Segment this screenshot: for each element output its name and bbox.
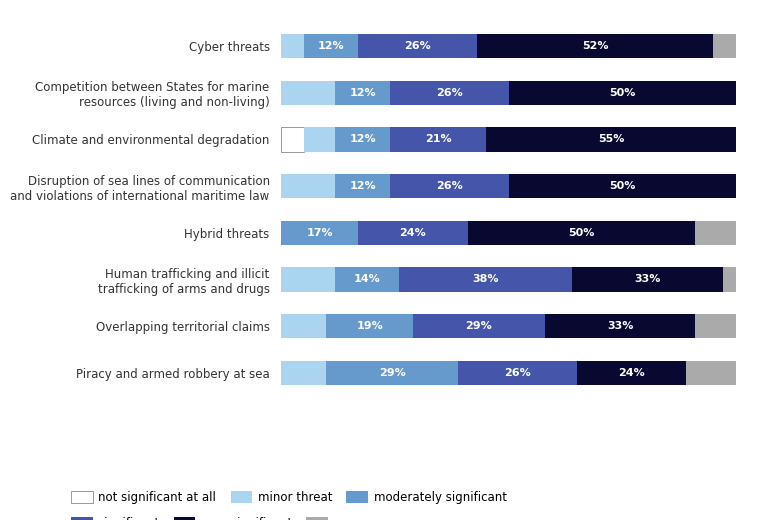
Bar xyxy=(723,267,736,292)
Bar xyxy=(572,267,723,292)
Text: 12%: 12% xyxy=(349,134,376,145)
Bar xyxy=(390,127,486,151)
Text: 50%: 50% xyxy=(568,228,594,238)
Bar xyxy=(358,34,477,58)
Bar xyxy=(326,314,413,339)
Bar xyxy=(686,361,736,385)
Text: 12%: 12% xyxy=(349,88,376,98)
Text: 12%: 12% xyxy=(349,181,376,191)
Text: 33%: 33% xyxy=(607,321,633,331)
Text: 38%: 38% xyxy=(473,275,499,284)
Text: 52%: 52% xyxy=(582,41,608,51)
Bar xyxy=(326,361,458,385)
Text: 24%: 24% xyxy=(618,368,645,378)
Bar xyxy=(281,34,304,58)
Legend: significant, very significant, no answer: significant, very significant, no answer xyxy=(67,512,399,520)
Bar xyxy=(695,220,736,245)
Bar xyxy=(509,81,736,105)
Bar xyxy=(335,127,390,151)
Bar xyxy=(477,34,713,58)
Text: 26%: 26% xyxy=(436,88,463,98)
Text: 55%: 55% xyxy=(598,134,624,145)
Bar xyxy=(486,127,736,151)
Text: 19%: 19% xyxy=(356,321,383,331)
Text: 33%: 33% xyxy=(635,275,660,284)
Bar xyxy=(545,314,695,339)
Text: 14%: 14% xyxy=(354,275,381,284)
Bar xyxy=(281,127,304,151)
Text: 26%: 26% xyxy=(436,181,463,191)
Bar xyxy=(281,220,358,245)
Text: 50%: 50% xyxy=(609,88,635,98)
Bar xyxy=(281,314,326,339)
Text: 17%: 17% xyxy=(306,228,333,238)
Bar xyxy=(281,174,335,198)
Bar xyxy=(390,174,509,198)
Bar xyxy=(413,314,545,339)
Text: 21%: 21% xyxy=(424,134,452,145)
Text: 29%: 29% xyxy=(465,321,493,331)
Bar xyxy=(335,81,390,105)
Bar xyxy=(458,361,577,385)
Text: 29%: 29% xyxy=(379,368,406,378)
Text: 26%: 26% xyxy=(404,41,431,51)
Bar xyxy=(468,220,695,245)
Bar xyxy=(577,361,686,385)
Bar xyxy=(713,34,736,58)
Legend: not significant at all, minor threat, moderately significant: not significant at all, minor threat, mo… xyxy=(67,486,512,509)
Bar xyxy=(304,34,358,58)
Bar xyxy=(390,81,509,105)
Bar xyxy=(695,314,736,339)
Bar xyxy=(281,81,335,105)
Bar xyxy=(281,361,326,385)
Bar xyxy=(509,174,736,198)
Bar xyxy=(335,174,390,198)
Text: 26%: 26% xyxy=(504,368,531,378)
Text: 12%: 12% xyxy=(317,41,345,51)
Bar xyxy=(304,127,335,151)
Bar xyxy=(335,267,399,292)
Bar xyxy=(281,267,335,292)
Bar xyxy=(358,220,468,245)
Text: 24%: 24% xyxy=(399,228,427,238)
Bar xyxy=(399,267,572,292)
Text: 50%: 50% xyxy=(609,181,635,191)
